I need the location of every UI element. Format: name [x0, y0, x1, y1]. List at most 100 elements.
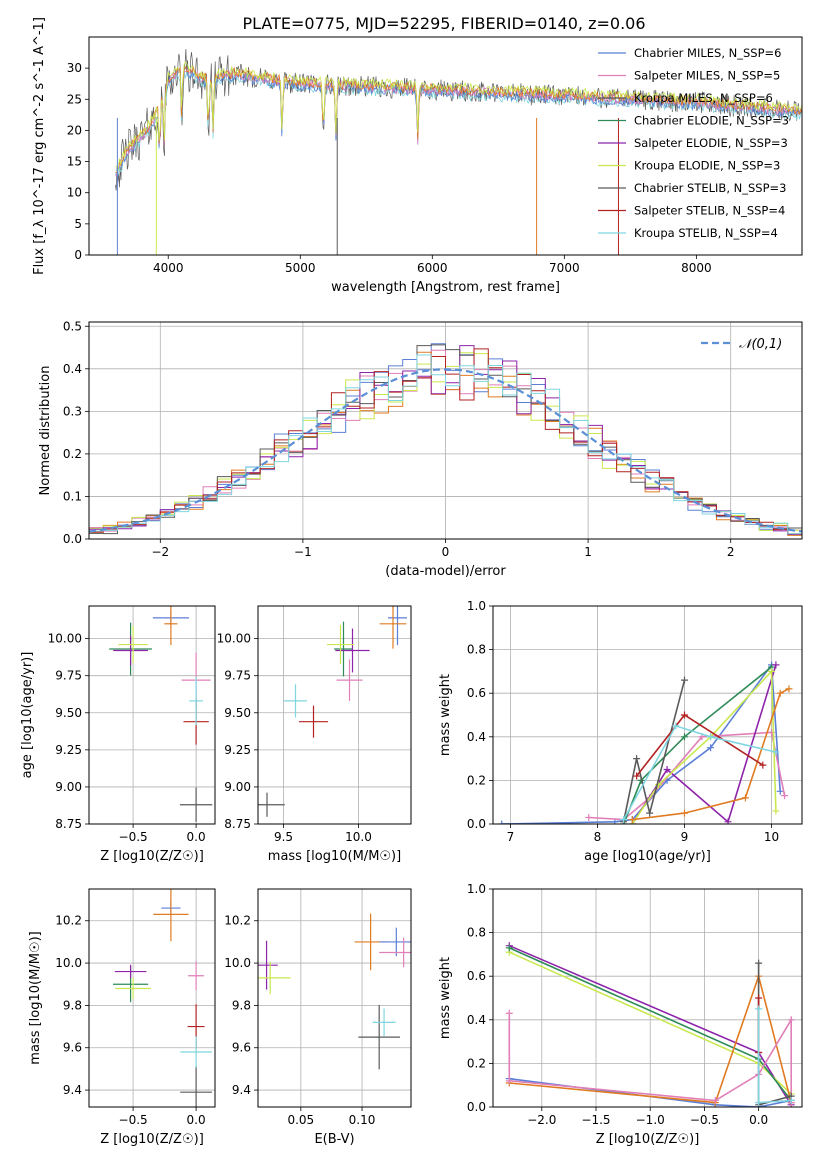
weight-series-line [622, 724, 777, 820]
plot-area [505, 942, 795, 1107]
age-vs-z-plot: −0.5 0.0 8.75 9.00 9.25 9.50 9.75 10.00 Z [log10… [20, 605, 216, 864]
massweight-vs-z-plot: −2.0 −1.5 −1.0 −0.5 0.0 0.0 0.2 0.4 0.6 0.8 1.0 Z [… [438, 882, 803, 1147]
y-tick-label: 10.2 [224, 914, 251, 928]
y-tick-label: 15 [67, 155, 82, 169]
weight-series-line [509, 1077, 792, 1107]
legend-label: Salpeter MILES, N_SSP=5 [634, 69, 780, 83]
x-tick-label: −1 [294, 545, 312, 559]
y-tick-label: 0.0 [467, 817, 486, 831]
y-tick-label: 0.3 [63, 404, 82, 418]
weight-marker [776, 787, 784, 795]
weight-marker [772, 661, 780, 669]
histogram-step [89, 349, 802, 537]
x-tick-label: 2 [727, 545, 735, 559]
y-tick-label: 9.8 [63, 998, 82, 1012]
y-tick-label: 0.2 [467, 1056, 486, 1070]
axes-frame [492, 605, 803, 825]
x-axis-label: Z [log10(Z/Z☉)] [100, 849, 204, 864]
x-tick-label: 8000 [681, 261, 712, 275]
weight-marker [772, 807, 780, 815]
y-axis-label: Normed distribution [38, 366, 53, 496]
axes-frame [492, 888, 803, 1108]
y-tick-label: 9.50 [224, 706, 251, 720]
weight-marker [755, 1099, 763, 1107]
x-tick-label: 7000 [549, 261, 580, 275]
x-tick-label: −0.5 [119, 1113, 148, 1127]
y-tick-label: 0.8 [467, 926, 486, 940]
weight-marker [633, 772, 641, 780]
x-axis-label: mass [log10(M/M☉)] [268, 849, 401, 864]
x-tick-label: 0.0 [187, 830, 206, 844]
y-tick-label: 9.25 [55, 743, 82, 757]
axes-frame [88, 36, 803, 256]
y-tick-label: 0.2 [467, 773, 486, 787]
x-tick-label: 7 [507, 830, 515, 844]
y-tick-label: 0.0 [63, 532, 82, 546]
weight-marker [505, 1009, 513, 1017]
legend-label: 𝒩(0,1) [739, 337, 782, 352]
y-tick-label: 0.4 [467, 730, 486, 744]
y-tick-label: 10.00 [217, 632, 251, 646]
weight-marker [741, 794, 749, 802]
weight-marker [498, 820, 506, 824]
y-tick-label: 9.4 [232, 1083, 251, 1097]
legend-label: Kroupa MILES, N_SSP=6 [634, 91, 773, 105]
y-tick-label: 30 [67, 61, 82, 75]
plot-area [113, 889, 212, 1107]
y-tick-label: 1.0 [467, 599, 486, 613]
x-tick-label: 4000 [153, 261, 184, 275]
axes-frame [88, 888, 216, 1108]
age-vs-mass-plot: 9.5 10.0 8.75 9.00 9.25 9.50 9.75 10.00 mass [lo… [217, 605, 412, 864]
y-tick-label: 0.4 [63, 362, 82, 376]
x-tick-label: 9.5 [274, 830, 293, 844]
weight-marker [505, 944, 513, 952]
y-tick-label: 20 [67, 123, 82, 137]
plot-area [498, 661, 793, 824]
legend-label: Salpeter STELIB, N_SSP=4 [634, 204, 785, 218]
y-tick-label: 25 [67, 92, 82, 106]
y-tick-label: 0.1 [63, 489, 82, 503]
legend-label: Chabrier STELIB, N_SSP=3 [634, 181, 786, 195]
weight-marker [505, 1077, 513, 1085]
weight-marker [787, 1096, 795, 1104]
legend-label: Chabrier ELODIE, N_SSP=3 [634, 114, 789, 128]
y-tick-label: 9.75 [55, 669, 82, 683]
y-tick-label: 9.6 [63, 1041, 82, 1055]
y-tick-label: 10 [67, 186, 82, 200]
weight-marker [772, 748, 780, 756]
weight-marker [785, 685, 793, 693]
weight-marker [755, 959, 763, 967]
figure-title: PLATE=0775, MJD=52295, FIBERID=0140, z=0… [242, 14, 645, 33]
weight-marker [711, 1096, 719, 1104]
y-tick-label: 0.5 [63, 319, 82, 333]
axes-frame [257, 888, 412, 1108]
y-tick-label: 9.50 [55, 706, 82, 720]
x-tick-label: 0.05 [287, 1113, 314, 1127]
y-tick-label: 9.00 [224, 780, 251, 794]
weight-marker [776, 689, 784, 697]
y-tick-label: 0.2 [63, 447, 82, 461]
legend-label: Salpeter ELODIE, N_SSP=3 [634, 136, 788, 150]
weight-marker [646, 809, 654, 817]
y-axis-label: age [log10(age/yr)] [20, 652, 35, 779]
plot-area [89, 343, 802, 537]
weight-marker [759, 761, 767, 769]
x-tick-label: −2 [151, 545, 169, 559]
weight-marker [672, 722, 680, 730]
y-tick-label: 9.75 [224, 669, 251, 683]
weight-marker [620, 816, 628, 824]
x-tick-label: 1 [584, 545, 592, 559]
x-tick-label: 0.10 [349, 1113, 376, 1127]
weight-marker [787, 1016, 795, 1024]
weight-marker [680, 676, 688, 684]
x-axis-label: Z [log10(Z/Z☉)] [596, 1132, 700, 1147]
legend-label: Kroupa STELIB, N_SSP=4 [634, 226, 778, 240]
y-tick-label: 0.6 [467, 686, 486, 700]
weight-marker [707, 744, 715, 752]
weight-marker [663, 766, 671, 773]
y-tick-label: 9.25 [224, 743, 251, 757]
x-tick-label: −0.5 [119, 830, 148, 844]
y-tick-label: 5 [74, 217, 82, 231]
y-tick-label: 9.6 [232, 1041, 251, 1055]
